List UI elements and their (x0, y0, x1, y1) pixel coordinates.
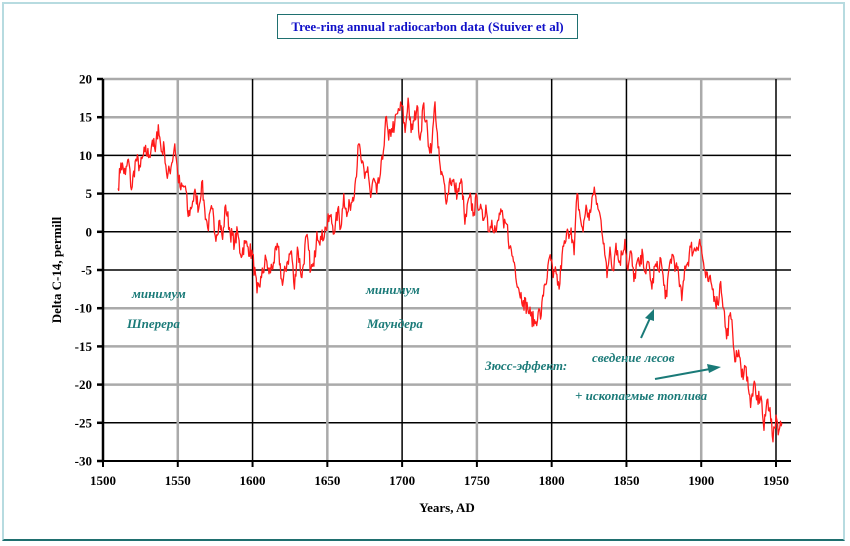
x-tick-label-1650: 1650 (314, 473, 340, 488)
x-tick-label-1600: 1600 (240, 473, 266, 488)
x-tick-label-1500: 1500 (90, 473, 116, 488)
annotations: минимум Шперера минимум Маундера Зюсс-эф… (126, 282, 721, 403)
y-tick-label-5: 5 (86, 186, 93, 201)
annotation-suess-effect: Зюсс-эффект: (484, 358, 567, 373)
series-line-delta-c14 (117, 97, 783, 443)
annotation-deforestation: сведение лесов (592, 350, 675, 365)
y-tick-label--30: -30 (75, 454, 92, 469)
y-tick-label-10: 10 (79, 148, 92, 163)
y-tick-label--5: -5 (81, 263, 92, 278)
y-tick-label--25: -25 (75, 415, 93, 430)
x-tick-label-1550: 1550 (165, 473, 191, 488)
y-tick-label-20: 20 (79, 72, 92, 87)
y-tick-label--10: -10 (75, 301, 92, 316)
axes (97, 77, 791, 467)
annotation-spoerer-line2: Шперера (126, 316, 180, 331)
y-tick-label--20: -20 (75, 377, 92, 392)
x-tick-label-1750: 1750 (464, 473, 490, 488)
x-tick-label-1950: 1950 (763, 473, 789, 488)
tick-labels: 20 15 10 5 0 -5 -10 -15 -20 -25 -30 1500 1550 1600 165… (75, 72, 789, 489)
y-tick-label-15: 15 (79, 110, 93, 125)
arrow-up-icon (640, 309, 654, 339)
annotation-spoerer-line1: минимум (131, 286, 186, 301)
y-tick-label--15: -15 (75, 339, 93, 354)
y-tick-label-0: 0 (86, 224, 93, 239)
x-tick-label-1700: 1700 (389, 473, 415, 488)
annotation-maunder-line1: минимум (365, 282, 420, 297)
grid (103, 77, 791, 461)
x-tick-label-1850: 1850 (613, 473, 639, 488)
annotation-fossil-fuels: + ископаемые топлива (575, 388, 708, 403)
arrow-right-icon (654, 364, 721, 380)
x-axis-title: Years, AD (419, 500, 475, 515)
y-axis-title: Delta C-14, permill (49, 216, 64, 323)
chart-title: Tree-ring annual radiocarbon data (Stuiv… (277, 14, 578, 39)
x-tick-label-1800: 1800 (539, 473, 565, 488)
x-tick-label-1900: 1900 (688, 473, 714, 488)
annotation-maunder-line2: Маундера (366, 316, 423, 331)
